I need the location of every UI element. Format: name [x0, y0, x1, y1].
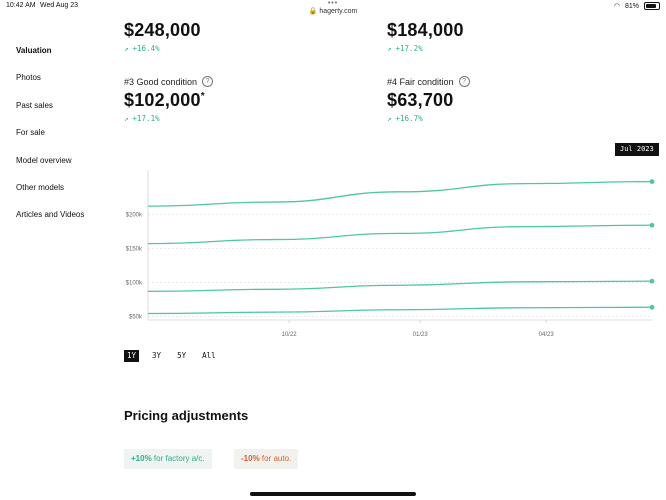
arrow-up-right-icon: ↗ [387, 114, 392, 123]
price-change: ↗ +17.1% [124, 114, 213, 123]
y-tick-label: $150k [126, 246, 143, 252]
multitask-dots[interactable]: ••• [327, 0, 339, 7]
change-value: +16.4% [132, 44, 160, 53]
price-change: ↗ +16.7% [387, 114, 470, 123]
valuation-2: $184,000 ↗ +17.2% [387, 20, 464, 53]
range-5y-button[interactable]: 5Y [177, 351, 187, 360]
home-indicator[interactable] [250, 492, 416, 496]
range-selector: 1Y 3Y 5Y All [124, 350, 219, 362]
range-3y-button[interactable]: 3Y [152, 351, 162, 360]
sidebar-item-past-sales[interactable]: Past sales [16, 100, 53, 110]
change-value: +17.2% [395, 44, 423, 53]
arrow-up-right-icon: ↗ [124, 114, 129, 123]
valuation-1: $248,000 ↗ +16.4% [124, 20, 201, 53]
price-asterisk: * [200, 91, 205, 102]
sidebar-item-articles-videos[interactable]: Articles and Videos [16, 210, 85, 220]
sidebar-item-other-models[interactable]: Other models [16, 182, 65, 192]
chart-date-badge: Jul 2023 [615, 143, 659, 156]
sidebar-item-valuation[interactable]: Valuation [16, 46, 52, 55]
status-bar: 10:42 AM Wed Aug 23 ••• 🔒 hagerty.com ◠ … [0, 0, 666, 15]
series-end-point-4 [649, 304, 655, 310]
price-change: ↗ +17.2% [387, 44, 464, 53]
adjustment-value: -10% [241, 454, 260, 463]
sidebar-item-for-sale[interactable]: For sale [16, 128, 45, 138]
change-value: +16.7% [395, 114, 423, 123]
price-value: $102,000 [124, 90, 201, 110]
valuation-3: #3 Good condition? $102,000* ↗ +17.1% [124, 76, 214, 123]
status-right: ◠ 81% [614, 2, 660, 10]
price-change: ↗ +16.4% [124, 44, 201, 53]
adjustment-value: +10% [131, 454, 152, 463]
sidebar-item-photos[interactable]: Photos [16, 73, 41, 83]
series-line-3 [147, 280, 653, 293]
battery-icon [644, 2, 660, 10]
range-all-button[interactable]: All [202, 351, 216, 360]
adjustment-chip-positive: +10% for factory a/c. [124, 449, 212, 469]
condition-label: #4 Fair condition? [387, 76, 470, 87]
url-label[interactable]: 🔒 hagerty.com [308, 8, 358, 15]
y-tick-label: $50k [129, 315, 143, 321]
condition-label-text: #4 Fair condition [387, 76, 454, 87]
x-tick-label: 10/22 [282, 332, 298, 338]
adjustment-text: for factory a/c. [153, 454, 205, 463]
range-1y-button[interactable]: 1Y [124, 350, 140, 362]
arrow-up-right-icon: ↗ [387, 44, 392, 53]
section-nav: Valuation Photos Past sales For sale Mod… [16, 46, 106, 238]
series-line-4 [147, 306, 653, 315]
change-value: +17.1% [132, 114, 160, 123]
info-icon[interactable]: ? [458, 76, 470, 87]
url-text: hagerty.com [319, 8, 358, 15]
condition-label-text: #3 Good condition [124, 76, 198, 87]
series-end-point-1 [649, 179, 655, 184]
price: $184,000 [387, 20, 464, 40]
y-tick-label: $100k [126, 281, 143, 287]
wifi-icon: ◠ [613, 3, 620, 10]
y-tick-label: $200k [126, 212, 143, 218]
series-end-point-2 [649, 222, 655, 228]
x-tick-label: 01/23 [413, 332, 429, 338]
battery-percent: 81% [624, 2, 639, 10]
sidebar-item-model-overview[interactable]: Model overview [16, 155, 72, 165]
adjustment-text: for auto. [261, 454, 292, 463]
adjustment-chip-negative: -10% for auto. [234, 449, 299, 469]
date: Wed Aug 23 [40, 2, 79, 9]
valuation-4: #4 Fair condition? $63,700 ↗ +16.7% [387, 76, 470, 123]
condition-label: #3 Good condition? [124, 76, 214, 87]
arrow-up-right-icon: ↗ [124, 44, 129, 53]
pricing-adjustments-title: Pricing adjustments [124, 408, 249, 423]
value-history-chart[interactable]: $200k $150k $100k $50k 10/22 01/23 04/23 [118, 160, 658, 342]
clock: 10:42 AM [6, 2, 36, 9]
x-tick-label: 04/23 [539, 332, 555, 338]
price: $63,700 [387, 90, 454, 110]
price: $102,000* [124, 90, 213, 111]
price: $248,000 [124, 20, 201, 40]
series-line-1 [147, 180, 653, 207]
series-line-2 [147, 224, 653, 245]
series-end-point-3 [649, 278, 655, 284]
info-icon[interactable]: ? [202, 76, 214, 87]
